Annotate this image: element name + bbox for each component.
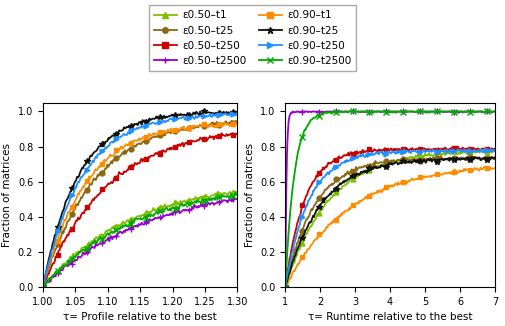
X-axis label: τ= Runtime relative to the best: τ= Runtime relative to the best — [308, 312, 472, 322]
Legend: ε0.50–t1, ε0.50–t25, ε0.50–t250, ε0.50–t2500, ε0.90–t1, ε0.90–t25, ε0.90–t250, ε: ε0.50–t1, ε0.50–t25, ε0.50–t250, ε0.50–t… — [148, 5, 357, 71]
Y-axis label: Fraction of matrices: Fraction of matrices — [244, 143, 255, 247]
Y-axis label: Fraction of matrices: Fraction of matrices — [2, 143, 12, 247]
X-axis label: τ= Profile relative to the best: τ= Profile relative to the best — [63, 312, 217, 322]
